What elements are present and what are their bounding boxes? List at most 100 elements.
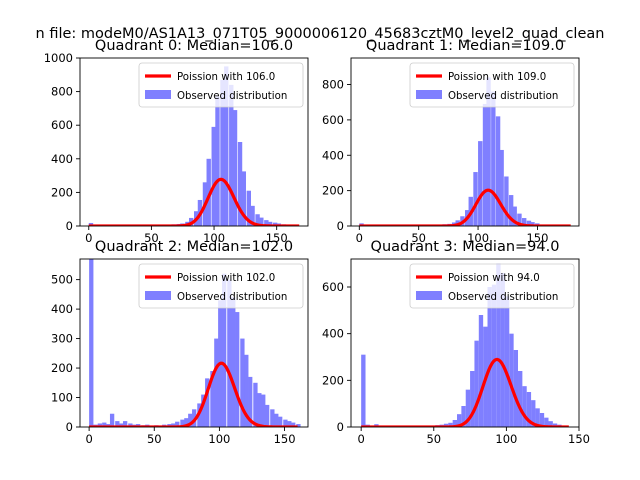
- histogram-bar: [210, 371, 215, 427]
- histogram-bar: [250, 205, 255, 226]
- histogram-bar: [109, 413, 115, 427]
- histogram-bar: [500, 273, 505, 427]
- legend-entry-bars: Observed distribution: [177, 91, 287, 102]
- histogram-bar: [205, 378, 210, 427]
- histogram-bar: [241, 171, 246, 226]
- histogram-bar: [180, 419, 185, 427]
- histogram-bar: [265, 404, 270, 427]
- histogram-bar: [296, 424, 301, 427]
- y-tick-label: 300: [51, 332, 73, 346]
- histogram-bar: [544, 417, 549, 427]
- histogram-bar: [171, 423, 176, 427]
- histogram-bar: [487, 287, 492, 427]
- histogram-bar: [526, 220, 532, 226]
- legend-bar-swatch: [145, 291, 171, 300]
- x-tick-label: 50: [144, 231, 159, 245]
- poisson-curve: [358, 188, 572, 226]
- histogram-bar: [522, 386, 527, 427]
- histogram-bar: [229, 84, 234, 226]
- x-tick-label: 100: [495, 432, 517, 446]
- x-tick-label: 0: [85, 231, 92, 245]
- histogram-bar: [517, 213, 522, 226]
- y-tick-label: 0: [66, 219, 73, 233]
- y-tick-label: 100: [51, 391, 73, 405]
- y-tick-label: 400: [51, 152, 73, 166]
- subplot-title: Quadrant 0: Median=106.0: [95, 38, 293, 54]
- chart-panel-2: 0 50 100 150 0 100 200 300 400 500 Quadrant 2: Med…: [51, 239, 309, 446]
- histogram-bar: [491, 284, 497, 427]
- histogram-bar: [535, 408, 540, 427]
- histogram-bar: [491, 91, 496, 226]
- histogram-bar: [253, 382, 258, 427]
- plot-area: [361, 263, 569, 427]
- histogram-bar: [270, 409, 275, 427]
- plot-area: [88, 259, 301, 427]
- histogram-bar: [122, 421, 128, 427]
- x-tick-label: 150: [266, 231, 288, 245]
- subplot-title: Quadrant 1: Median=109.0: [366, 38, 564, 54]
- histogram-bar: [478, 141, 483, 226]
- histogram-bar: [548, 421, 553, 427]
- y-tick-label: 0: [337, 420, 344, 434]
- legend-entry-bars: Observed distribution: [448, 91, 558, 102]
- histogram-bar: [232, 110, 238, 226]
- y-tick-label: 200: [322, 184, 344, 198]
- histogram-bar: [361, 354, 366, 427]
- legend-bar-swatch: [416, 90, 442, 99]
- histogram-bar: [452, 420, 458, 427]
- histogram-bar: [222, 273, 227, 427]
- y-tick-label: 600: [322, 280, 344, 294]
- histogram-bar: [473, 172, 478, 226]
- histogram-bar: [509, 333, 514, 427]
- histogram-bar: [287, 421, 292, 427]
- x-tick-label: 150: [274, 432, 296, 446]
- figure-suptitle: n file: modeM0/AS1A13_071T05_9000006120_…: [36, 26, 605, 42]
- x-tick-label: 0: [356, 231, 363, 245]
- histogram-bar: [518, 371, 523, 427]
- histogram-bar: [102, 422, 107, 427]
- histogram-bar: [448, 422, 453, 427]
- histogram-bar: [461, 406, 466, 427]
- legend-entry-curve: Poission with 106.0: [177, 72, 275, 83]
- histogram-bar: [499, 149, 504, 226]
- histogram-bar: [522, 218, 527, 226]
- y-tick-label: 0: [66, 420, 73, 434]
- axes-frame: [79, 57, 309, 227]
- y-tick-label: 600: [51, 118, 73, 132]
- histogram-bar: [496, 263, 501, 427]
- y-tick-label: 200: [51, 185, 73, 199]
- histogram-bar: [478, 315, 484, 427]
- histogram-bar: [495, 116, 501, 226]
- histogram-bar: [272, 222, 278, 226]
- histogram-bar: [552, 423, 558, 427]
- legend-entry-curve: Poission with 102.0: [177, 273, 275, 284]
- histogram-bar: [264, 220, 269, 226]
- axes-frame: [79, 258, 309, 428]
- x-tick-label: 50: [411, 231, 426, 245]
- histogram-bar: [255, 214, 260, 226]
- histogram-bar: [214, 338, 219, 427]
- histogram-bar: [474, 340, 479, 427]
- x-tick-label: 50: [147, 432, 162, 446]
- x-tick-label: 100: [203, 231, 225, 245]
- legend-box: [138, 62, 304, 108]
- legend-entry-curve: Poission with 94.0: [448, 273, 540, 284]
- histogram-bar: [89, 259, 94, 427]
- histogram-bar: [508, 195, 514, 226]
- axes-frame: [350, 258, 580, 428]
- histogram-bar: [274, 413, 279, 427]
- histogram-bar: [530, 222, 535, 226]
- histogram-bar: [224, 66, 229, 226]
- histogram-bar: [504, 296, 510, 427]
- y-tick-label: 500: [51, 273, 73, 287]
- x-tick-label: 150: [526, 231, 548, 245]
- histogram-bar: [267, 221, 273, 226]
- histogram-bar: [119, 423, 124, 427]
- poisson-curve: [88, 361, 298, 427]
- histogram-bar: [201, 394, 206, 427]
- legend-box: [138, 263, 304, 309]
- x-tick-label: 100: [208, 432, 230, 446]
- subplot-title: Quadrant 3: Median=94.0: [371, 239, 560, 255]
- histogram-bar: [211, 126, 216, 226]
